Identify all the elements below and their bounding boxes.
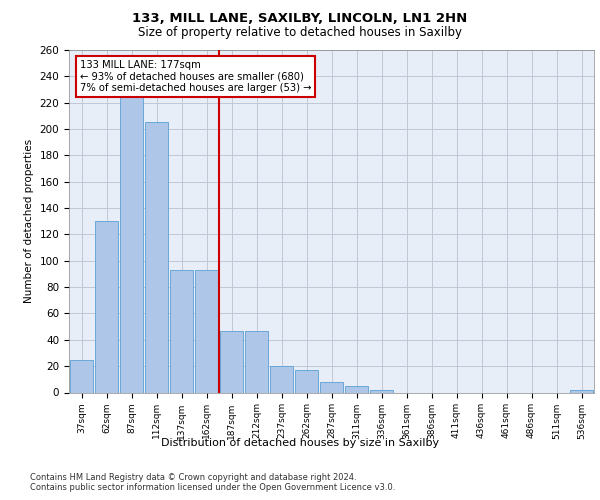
- Bar: [70, 360, 94, 392]
- Bar: [145, 122, 169, 392]
- Text: Size of property relative to detached houses in Saxilby: Size of property relative to detached ho…: [138, 26, 462, 39]
- Bar: [295, 370, 319, 392]
- Text: 133 MILL LANE: 177sqm
← 93% of detached houses are smaller (680)
7% of semi-deta: 133 MILL LANE: 177sqm ← 93% of detached …: [79, 60, 311, 94]
- Bar: [344, 386, 368, 392]
- Y-axis label: Number of detached properties: Number of detached properties: [24, 139, 34, 304]
- Bar: [269, 366, 293, 392]
- Bar: [370, 390, 394, 392]
- Bar: [119, 90, 143, 393]
- Text: Contains HM Land Registry data © Crown copyright and database right 2024.: Contains HM Land Registry data © Crown c…: [30, 472, 356, 482]
- Bar: [220, 330, 244, 392]
- Bar: [245, 330, 268, 392]
- Bar: [569, 390, 593, 392]
- Bar: [194, 270, 218, 392]
- Bar: [95, 221, 118, 392]
- Bar: [320, 382, 343, 392]
- Text: Contains public sector information licensed under the Open Government Licence v3: Contains public sector information licen…: [30, 484, 395, 492]
- Text: 133, MILL LANE, SAXILBY, LINCOLN, LN1 2HN: 133, MILL LANE, SAXILBY, LINCOLN, LN1 2H…: [133, 12, 467, 26]
- Bar: [170, 270, 193, 392]
- Text: Distribution of detached houses by size in Saxilby: Distribution of detached houses by size …: [161, 438, 439, 448]
